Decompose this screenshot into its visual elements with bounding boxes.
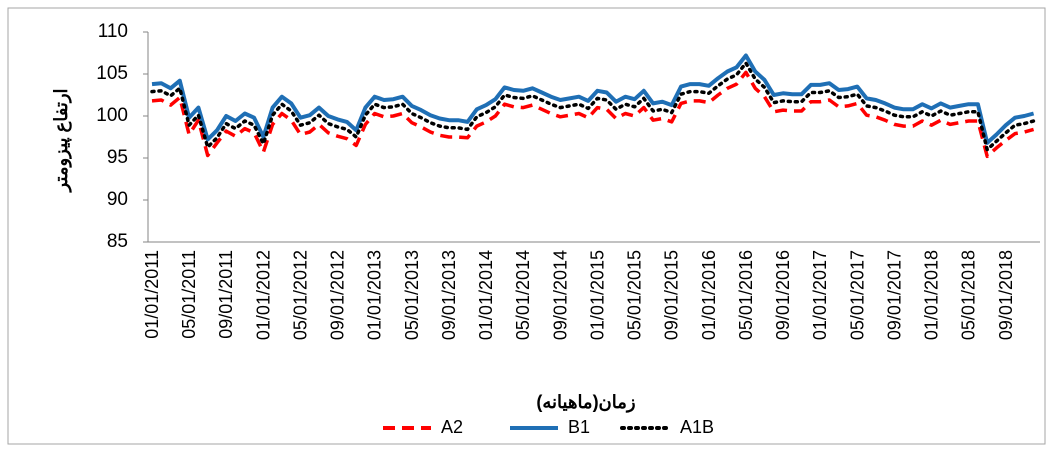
y-tick-label: 90: [107, 189, 128, 210]
series-line: [150, 61, 1036, 152]
y-tick-label: 85: [107, 231, 128, 252]
x-tick-label: 05/01/2016: [736, 250, 756, 340]
x-tick-label: 09/01/2015: [662, 250, 682, 340]
x-tick-label: 09/01/2012: [328, 250, 348, 340]
x-tick-label: 01/01/2016: [699, 250, 719, 340]
x-tick-label: 01/01/2011: [142, 250, 162, 339]
x-tick-label: 01/01/2018: [922, 250, 942, 340]
x-tick-label: 01/01/2014: [476, 250, 496, 340]
y-tick-label: 95: [107, 147, 128, 168]
x-tick-label: 05/01/2013: [402, 250, 422, 340]
x-tick-label: 09/01/2018: [996, 250, 1016, 340]
legend-label: A2: [441, 417, 463, 437]
y-tick-label: 110: [98, 21, 128, 42]
x-tick-label: 05/01/2011: [179, 250, 199, 339]
y-tick-label: 105: [96, 63, 128, 84]
x-tick-label: 01/01/2015: [587, 250, 607, 340]
x-tick-label: 09/01/2013: [439, 250, 459, 340]
x-tick-label: 09/01/2017: [884, 250, 904, 340]
x-tick-label: 09/01/2014: [550, 250, 570, 340]
x-tick-label: 09/01/2016: [773, 250, 793, 340]
x-tick-label: 05/01/2012: [290, 250, 310, 340]
x-tick-label: 05/01/2018: [959, 250, 979, 340]
series-line: [151, 53, 1035, 145]
chart-frame: [7, 7, 1046, 445]
x-tick-label: 01/01/2013: [365, 250, 385, 340]
y-axis-title: ارتفاع پیزومتر: [51, 88, 72, 193]
series-line: [151, 70, 1035, 159]
legend-label: A1B: [680, 417, 714, 437]
legend-label: B1: [568, 417, 590, 437]
x-tick-label: 05/01/2014: [513, 250, 533, 340]
x-tick-label: 01/01/2012: [253, 250, 273, 340]
x-tick-label: 01/01/2017: [810, 250, 830, 340]
x-tick-label: 05/01/2015: [625, 250, 645, 340]
x-tick-label: 05/01/2017: [847, 250, 867, 340]
x-tick-label: 09/01/2011: [216, 250, 236, 339]
x-axis-title: زمان(ماهیانه): [536, 392, 635, 413]
y-tick-label: 100: [96, 105, 128, 126]
